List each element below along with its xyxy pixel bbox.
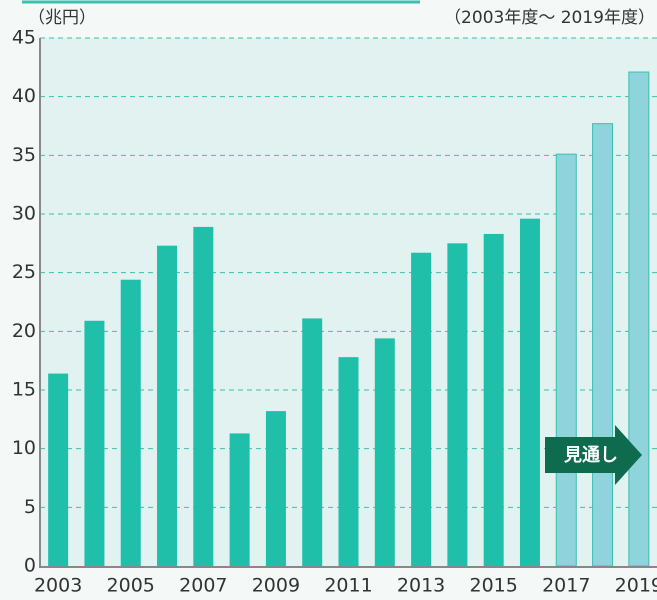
bar [483, 233, 504, 567]
bar [157, 245, 178, 566]
period-label: （2003年度～ 2019年度） [444, 8, 655, 28]
y-tick-label: 0 [24, 555, 36, 577]
y-tick-label: 15 [12, 379, 36, 401]
bar [411, 252, 432, 566]
y-tick-label: 25 [12, 261, 36, 283]
bar [120, 279, 141, 566]
x-tick-label: 2007 [179, 575, 227, 597]
x-tick-label: 2019 [615, 575, 657, 597]
y-tick-label: 20 [12, 320, 36, 342]
x-tick-label: 2011 [324, 575, 372, 597]
x-tick-label: 2009 [252, 575, 300, 597]
bar [628, 71, 650, 567]
x-tick-label: 2015 [469, 575, 517, 597]
x-tick-label: 2013 [397, 575, 445, 597]
bar [265, 411, 286, 566]
bar [338, 357, 359, 566]
forecast-arrow: 見通し [545, 425, 642, 485]
y-tick-label: 10 [12, 437, 36, 459]
arrow-shape [545, 425, 642, 485]
bar [519, 218, 540, 566]
unit-label: （兆円） [28, 8, 96, 28]
annotation: 見通し [563, 445, 618, 466]
bar [592, 123, 614, 567]
y-tick-label: 5 [24, 496, 36, 518]
x-tick-label: 2017 [542, 575, 590, 597]
bar [302, 318, 323, 566]
bar [84, 320, 105, 566]
y-tick-label: 30 [12, 203, 36, 225]
y-tick-label: 40 [12, 85, 36, 107]
y-tick-label: 45 [12, 27, 36, 49]
y-tick-label: 35 [12, 144, 36, 166]
bar [48, 373, 69, 566]
x-tick-label: 2003 [34, 575, 82, 597]
x-tick-label: 2005 [107, 575, 155, 597]
bar [193, 226, 214, 566]
bar [229, 433, 250, 566]
bar [447, 243, 468, 567]
bar [555, 153, 577, 567]
bar [374, 338, 395, 566]
